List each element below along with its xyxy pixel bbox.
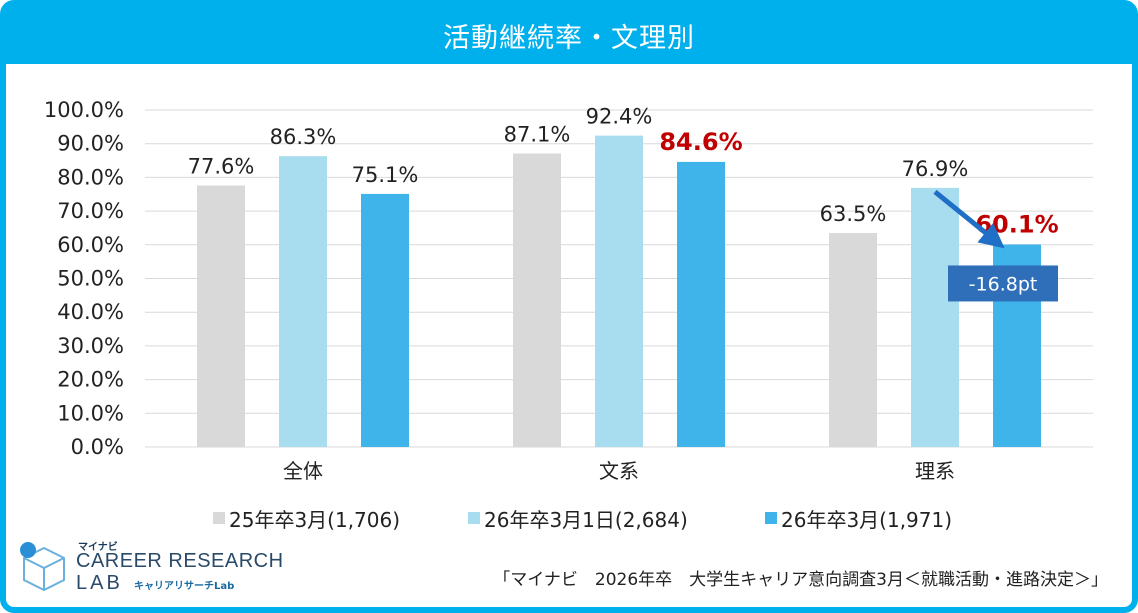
source-note: 「マイナビ 2026年卒 大学生キャリア意向調査3月＜就職活動・進路決定＞」 [493,570,1108,590]
logo-subtitle: キャリアリサーチLab [134,581,235,592]
legend-label: 26年卒3月(1,971) [781,508,952,532]
legend-label: 25年卒3月(1,706) [229,508,400,532]
y-tick-label: 10.0% [57,401,124,425]
y-tick-label: 80.0% [57,165,124,189]
y-tick-label: 60.0% [57,233,124,257]
logo-brand: マイナビ [78,542,118,553]
bars [197,135,1041,448]
category-label: 理系 [915,459,955,483]
legend-swatch-3 [765,512,777,524]
chart-title: 活動継続率・文理別 [443,22,695,54]
data-label: 84.6% [659,128,742,156]
legend-swatch-1 [213,512,225,524]
data-label: 76.9% [902,157,969,181]
legend-swatch-2 [468,512,480,524]
bar-3-2 [677,161,725,447]
category-label: 文系 [599,459,639,483]
annotation: -16.8pt [933,189,1058,302]
bar-2-1 [279,156,327,447]
data-label: 77.6% [188,154,255,178]
logo-wordmark-line1: CAREER RESEARCH [76,550,284,572]
category-label: 全体 [283,459,323,483]
cube-edges [23,557,65,590]
y-tick-label: 30.0% [57,334,124,358]
bar-1-3 [829,233,877,447]
bar-1-1 [197,185,245,447]
bar-2-2 [595,135,643,447]
bar-2-3 [911,187,959,448]
data-label: 86.3% [270,125,337,149]
y-tick-label: 100.0% [44,98,124,122]
cube-logo-icon [20,542,65,592]
annotation-label: -16.8pt [969,273,1038,295]
x-axis-category-labels: 全体 文系 理系 [283,459,955,483]
data-label: 75.1% [352,163,419,187]
bar-3-1 [361,193,409,447]
y-tick-label: 40.0% [57,300,124,324]
y-tick-label: 90.0% [57,132,124,156]
y-axis-tick-labels: 0.0% 10.0% 20.0% 30.0% 40.0% 50.0% 60.0% 70.0% 8… [44,98,124,459]
data-label: 63.5% [820,202,887,226]
data-label: 87.1% [504,122,571,146]
logo-wordmark-line2: LAB [76,572,123,594]
y-tick-label: 0.0% [71,435,124,459]
decrease-arrow [933,189,1005,249]
y-tick-label: 20.0% [57,368,124,392]
cube-dot [20,542,36,558]
legend: 25年卒3月(1,706) 26年卒3月1日(2,684) 26年卒3月(1,971… [213,508,952,532]
legend-label: 26年卒3月1日(2,684) [484,508,688,532]
bar-1-2 [513,153,561,447]
annotation-box [948,265,1058,302]
y-tick-label: 70.0% [57,199,124,223]
data-label: 92.4% [586,105,653,129]
y-tick-label: 50.0% [57,267,124,291]
data-labels: 77.6% 86.3% 75.1% 87.1% 92.4%84.6% 63.5% 76.9%… [188,105,1059,239]
title-band: 活動継続率・文理別 [6,6,1132,64]
